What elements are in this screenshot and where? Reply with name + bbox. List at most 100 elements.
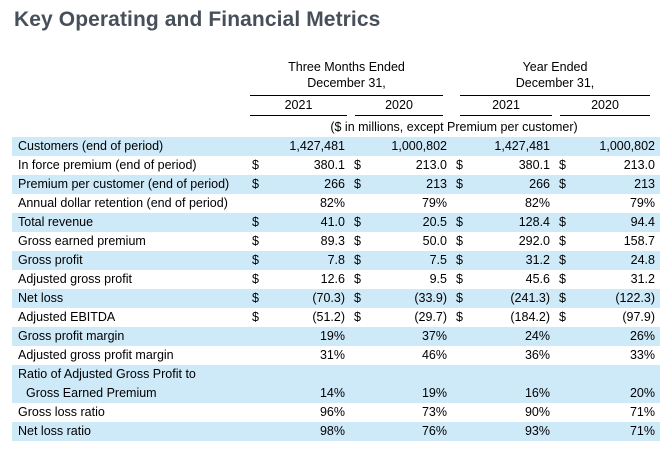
cell-value: 1,427,481 xyxy=(289,139,345,153)
cell-value: (51.2) xyxy=(312,310,345,324)
cell-value: 79% xyxy=(421,196,447,210)
data-cell: $266 xyxy=(248,175,350,194)
table-row: Net loss $ (70.3) $ (33.9) $ (241.3) $ (122.3) xyxy=(12,289,660,308)
row-label: Net loss ratio xyxy=(12,422,248,441)
data-cell: 79% xyxy=(555,194,660,213)
data-cell: 82% xyxy=(452,194,555,213)
cell-value: 213.0 xyxy=(623,158,655,172)
cell-value: (184.2) xyxy=(510,310,550,324)
table-row: Customers (end of period) 1,427,481 1,000,… xyxy=(12,137,660,156)
table-body: Customers (end of period) 1,427,481 1,000,… xyxy=(12,137,660,441)
data-cell: $7.5 xyxy=(350,251,452,270)
currency-symbol: $ xyxy=(354,253,361,267)
column-group-line1: Three Months Ended xyxy=(288,60,405,74)
cell-value: (33.9) xyxy=(414,291,447,305)
cell-value: 98% xyxy=(319,424,345,438)
cell-value: 45.6 xyxy=(525,272,550,286)
table-row: Adjusted EBITDA $ (51.2) $ (29.7) $ (184.2) $ (9… xyxy=(12,308,660,327)
cell-value: 128.4 xyxy=(518,215,550,229)
table-row: Gross loss ratio 96% 73% 90% 71% xyxy=(12,403,660,422)
table-row: Gross profit margin 19% 37% 24% 26% xyxy=(12,327,660,346)
currency-symbol: $ xyxy=(456,215,463,229)
cell-value: 380.1 xyxy=(313,158,345,172)
row-label-line: Gross profit margin xyxy=(18,329,125,343)
data-cell: 31% xyxy=(248,346,350,365)
currency-symbol: $ xyxy=(252,215,259,229)
currency-symbol: $ xyxy=(252,177,259,191)
currency-symbol: $ xyxy=(354,177,361,191)
data-cell: $7.8 xyxy=(248,251,350,270)
row-label-line: In force premium (end of period) xyxy=(18,158,197,172)
data-cell: 16% xyxy=(452,365,555,403)
table-row: Gross profit $7.8 $7.5 $31.2 $24.8 xyxy=(12,251,660,270)
cell-value: 31.2 xyxy=(630,272,655,286)
cell-value: 93% xyxy=(524,424,550,438)
currency-symbol: $ xyxy=(456,253,463,267)
cell-value: 37% xyxy=(421,329,447,343)
data-cell: 19% xyxy=(248,327,350,346)
currency-symbol: $ xyxy=(559,177,566,191)
row-label: Gross earned premium xyxy=(12,232,248,251)
data-cell: $31.2 xyxy=(555,270,660,289)
header-spacer xyxy=(12,59,248,96)
row-label-line: Net loss xyxy=(18,291,64,305)
row-label-line: Ratio of Adjusted Gross Profit to xyxy=(18,367,196,381)
row-label-line: Premium per customer (end of period) xyxy=(18,177,230,191)
cell-value: 46% xyxy=(421,348,447,362)
row-label: Adjusted gross profit margin xyxy=(12,346,248,365)
data-cell: $292.0 xyxy=(452,232,555,251)
data-cell: $ (184.2) xyxy=(452,308,555,327)
currency-symbol: $ xyxy=(354,234,361,248)
currency-symbol: $ xyxy=(252,158,259,172)
currency-symbol: $ xyxy=(456,234,463,248)
column-group-three-months: Three Months Ended December 31, xyxy=(250,59,443,96)
cell-value: 71% xyxy=(629,424,655,438)
table-units-note-row: ($ in millions, except Premium per custo… xyxy=(12,116,660,137)
data-cell: $ (29.7) xyxy=(350,308,452,327)
financial-metrics-table: Three Months Ended December 31, Year End… xyxy=(12,59,660,441)
data-cell: $213.0 xyxy=(555,156,660,175)
row-label: Adjusted gross profit xyxy=(12,270,248,289)
currency-symbol: $ xyxy=(252,310,259,324)
cell-value: 20% xyxy=(629,386,655,400)
data-cell: 96% xyxy=(248,403,350,422)
data-cell: $ (51.2) xyxy=(248,308,350,327)
data-cell: $45.6 xyxy=(452,270,555,289)
cell-value: 19% xyxy=(421,386,447,400)
data-cell: $ (241.3) xyxy=(452,289,555,308)
cell-value: 71% xyxy=(629,405,655,419)
table-row: Annual dollar retention (end of period) 8… xyxy=(12,194,660,213)
currency-symbol: $ xyxy=(354,158,361,172)
currency-symbol: $ xyxy=(559,272,566,286)
cell-value: 213.0 xyxy=(415,158,447,172)
currency-symbol: $ xyxy=(456,177,463,191)
currency-symbol: $ xyxy=(354,291,361,305)
cell-value: 292.0 xyxy=(518,234,550,248)
currency-symbol: $ xyxy=(456,310,463,324)
cell-value: 213 xyxy=(426,177,447,191)
data-cell: 1,000,802 xyxy=(350,137,452,156)
cell-value: 158.7 xyxy=(623,234,655,248)
currency-symbol: $ xyxy=(252,234,259,248)
row-label: Ratio of Adjusted Gross Profit to Gross E… xyxy=(12,365,248,403)
data-cell: $213 xyxy=(350,175,452,194)
cell-value: 50.0 xyxy=(422,234,447,248)
row-label: Gross profit xyxy=(12,251,248,270)
data-cell: $50.0 xyxy=(350,232,452,251)
data-cell: $ (70.3) xyxy=(248,289,350,308)
data-cell: $ (122.3) xyxy=(555,289,660,308)
data-cell: 20% xyxy=(555,365,660,403)
cell-value: 1,000,802 xyxy=(391,139,447,153)
data-cell: $380.1 xyxy=(452,156,555,175)
currency-symbol: $ xyxy=(559,234,566,248)
cell-value: 90% xyxy=(524,405,550,419)
table-row: In force premium (end of period) $380.1 $2… xyxy=(12,156,660,175)
currency-symbol: $ xyxy=(456,158,463,172)
data-cell: 33% xyxy=(555,346,660,365)
year-header: 2021 xyxy=(460,96,552,116)
cell-value: 79% xyxy=(629,196,655,210)
row-label-line: Gross Earned Premium xyxy=(26,386,157,400)
table-row: Ratio of Adjusted Gross Profit to Gross E… xyxy=(12,365,660,403)
year-header: 2021 xyxy=(250,96,347,116)
cell-value: 12.6 xyxy=(320,272,345,286)
